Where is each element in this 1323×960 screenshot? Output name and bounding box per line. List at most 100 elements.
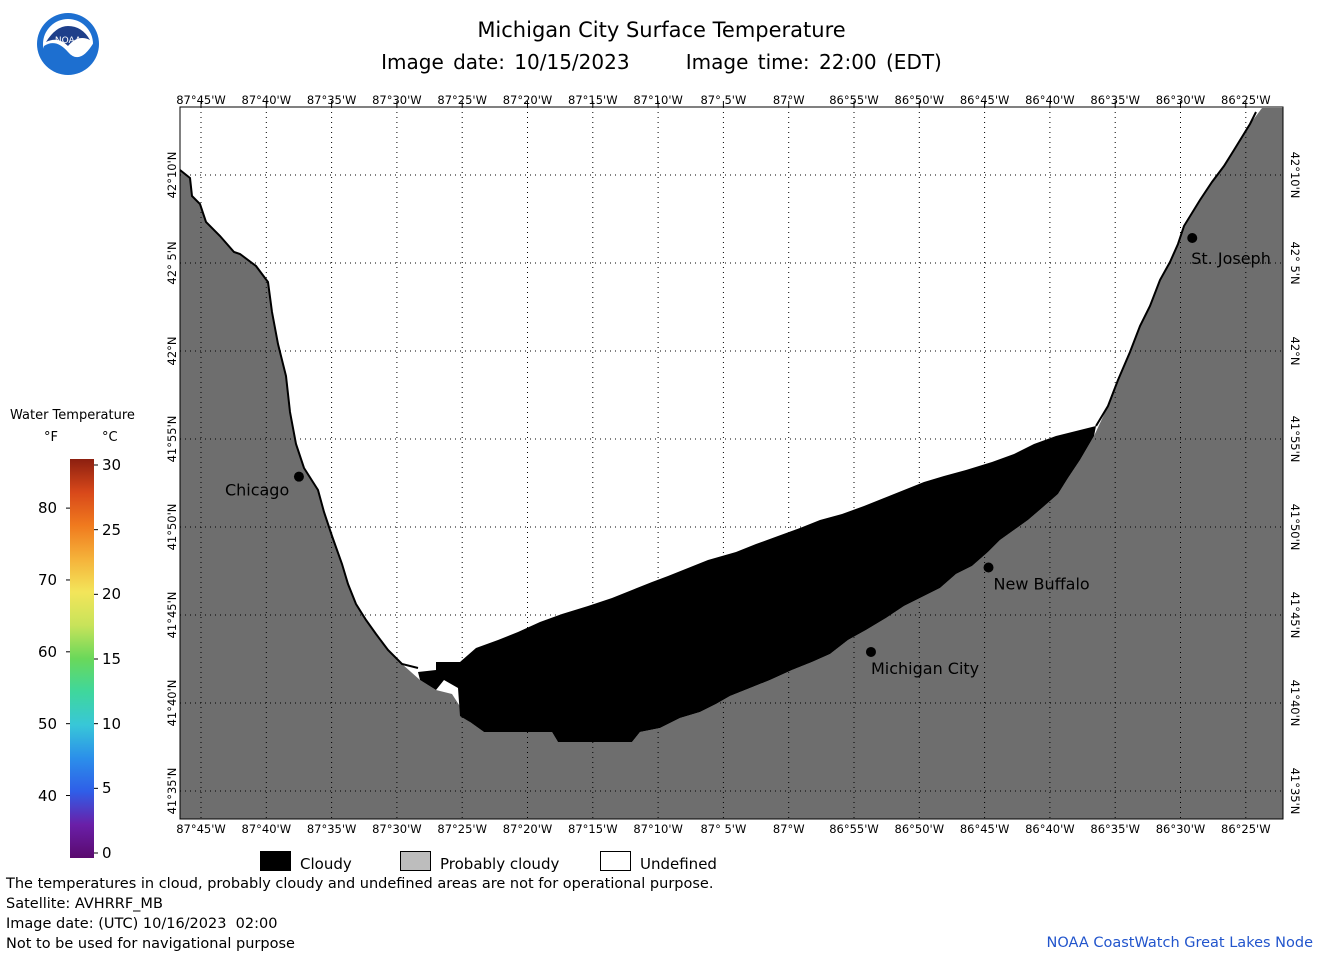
c-tick-label: 0 xyxy=(102,844,112,862)
bottom-lon-label: 86°55'W xyxy=(829,822,879,836)
right-latitude-labels: 42°10'N 42° 5'N 42°N 41°55'N 41°50'N 41°45'N 4… xyxy=(1288,152,1302,815)
bottom-lon-label: 86°35'W xyxy=(1090,822,1140,836)
bottom-lon-label: 87°25'W xyxy=(437,822,487,836)
image-datetime: Image date: 10/15/2023 Image time: 22:00… xyxy=(0,50,1323,74)
bottom-lon-label: 86°25'W xyxy=(1221,822,1271,836)
c-tick-label: 30 xyxy=(102,456,122,474)
noaa-logo: NOAA xyxy=(36,12,100,76)
cloudy-swatch xyxy=(260,851,291,871)
top-lon-label: 87°W xyxy=(773,93,805,107)
c-tick-label: 25 xyxy=(102,520,122,539)
page-title: Michigan City Surface Temperature xyxy=(477,18,846,42)
f-tick-label: 40 xyxy=(38,786,58,805)
right-lat-label: 42°10'N xyxy=(1288,152,1302,199)
cloudy-area xyxy=(418,426,1096,742)
left-lat-label: 41°40'N xyxy=(165,680,179,727)
c-tick-label: 10 xyxy=(102,714,122,733)
top-lon-label: 86°45'W xyxy=(960,93,1010,107)
bottom-lon-label: 87°30'W xyxy=(372,822,422,836)
f-tick-label: 70 xyxy=(38,570,58,589)
bottom-lon-label: 86°50'W xyxy=(895,822,945,836)
bottom-lon-label: 87°45'W xyxy=(176,822,226,836)
top-lon-label: 87°45'W xyxy=(176,93,226,107)
probably-cloudy-label: Probably cloudy xyxy=(440,855,560,873)
legend-title: Water Temperature xyxy=(10,408,135,423)
bottom-lon-label: 86°40'W xyxy=(1025,822,1075,836)
bottom-lon-label: 87°W xyxy=(773,822,805,836)
top-lon-label: 86°55'W xyxy=(829,93,879,107)
f-tick-label: 80 xyxy=(38,499,58,518)
undefined-swatch xyxy=(600,851,631,871)
legend-unit-f: °F xyxy=(44,430,58,445)
image-date: Image date: 10/15/2023 xyxy=(381,50,630,74)
top-lon-label: 87°20'W xyxy=(503,93,553,107)
right-lat-label: 41°55'N xyxy=(1288,416,1302,463)
left-lat-label: 41°55'N xyxy=(165,416,179,463)
bottom-lon-label: 87° 5'W xyxy=(700,822,746,836)
city-dot xyxy=(865,646,876,657)
right-lat-label: 41°40'N xyxy=(1288,680,1302,727)
bottom-lon-label: 87°35'W xyxy=(307,822,357,836)
shoreline-west xyxy=(179,169,419,669)
temperature-colorbar xyxy=(70,459,94,858)
c-tick-label: 15 xyxy=(102,650,122,668)
f-tick-label: 60 xyxy=(38,642,58,661)
top-lon-label: 87°15'W xyxy=(568,93,618,107)
left-lat-label: 42°10'N xyxy=(165,152,179,199)
left-latitude-labels: 42°10'N 42° 5'N 42°N 41°55'N 41°50'N 41°45'N 4… xyxy=(165,152,179,815)
left-lat-label: 42° 5'N xyxy=(165,241,179,284)
top-lon-label: 86°35'W xyxy=(1090,93,1140,107)
right-lat-label: 41°45'N xyxy=(1288,592,1302,639)
city-dot xyxy=(1187,233,1198,244)
bottom-lon-label: 87°20'W xyxy=(503,822,553,836)
undefined-label: Undefined xyxy=(640,855,717,873)
top-lon-label: 87°40'W xyxy=(242,93,292,107)
top-lon-label: 87°10'W xyxy=(633,93,683,107)
right-lat-label: 41°50'N xyxy=(1288,504,1302,551)
image-time: Image time: 22:00 (EDT) xyxy=(685,50,942,74)
celsius-ticks xyxy=(94,464,98,854)
map-frame xyxy=(179,106,1284,820)
top-lon-label: 87°30'W xyxy=(372,93,422,107)
footer-satellite: Satellite: AVHRRF_MB xyxy=(6,896,163,912)
top-lon-label: 87°35'W xyxy=(307,93,357,107)
city-dot xyxy=(293,471,304,482)
land-west xyxy=(180,108,1283,819)
logo-text: NOAA xyxy=(55,36,82,46)
credit-link[interactable]: NOAA CoastWatch Great Lakes Node xyxy=(1046,935,1313,951)
bottom-lon-label: 87°15'W xyxy=(568,822,618,836)
city-label: St. Joseph xyxy=(1191,249,1271,268)
cloudy-label: Cloudy xyxy=(300,855,352,873)
probably-cloudy-swatch xyxy=(400,851,431,871)
left-lat-label: 41°50'N xyxy=(165,504,179,551)
f-tick-label: 50 xyxy=(38,714,58,733)
city-label: Michigan City xyxy=(871,659,979,678)
right-lat-label: 41°35'N xyxy=(1288,768,1302,815)
top-lon-label: 87° 5'W xyxy=(700,93,746,107)
bottom-longitude-labels: 87°45'W 87°40'W 87°35'W 87°30'W 87°25'W 87°20… xyxy=(176,822,1270,836)
top-lon-label: 86°50'W xyxy=(895,93,945,107)
city-label: New Buffalo xyxy=(994,574,1090,593)
right-lat-label: 42°N xyxy=(1288,337,1302,366)
c-tick-label: 20 xyxy=(102,585,122,604)
city-markers: Chicago St. Joseph New Buffalo Michigan Cit… xyxy=(225,233,1271,678)
bottom-lon-label: 87°10'W xyxy=(633,822,683,836)
legend-unit-c: °C xyxy=(102,430,118,445)
city-label: Chicago xyxy=(225,481,289,500)
top-lon-label: 86°40'W xyxy=(1025,93,1075,107)
bottom-lon-label: 86°30'W xyxy=(1156,822,1206,836)
footer-utc-date: Image date: (UTC) 10/16/2023 02:00 xyxy=(6,916,278,932)
c-tick-label: 5 xyxy=(102,779,112,798)
bottom-lon-label: 87°40'W xyxy=(242,822,292,836)
left-lat-label: 41°35'N xyxy=(165,768,179,815)
fahrenheit-ticks xyxy=(66,507,70,797)
top-lon-label: 86°25'W xyxy=(1221,93,1271,107)
footer-disclaimer: The temperatures in cloud, probably clou… xyxy=(6,876,714,892)
map-grid xyxy=(180,107,1283,819)
left-lat-label: 42°N xyxy=(165,337,179,366)
bottom-lon-label: 86°45'W xyxy=(960,822,1010,836)
footer-navigation-note: Not to be used for navigational purpose xyxy=(6,936,295,952)
left-lat-label: 41°45'N xyxy=(165,592,179,639)
right-lat-label: 42° 5'N xyxy=(1288,241,1302,284)
